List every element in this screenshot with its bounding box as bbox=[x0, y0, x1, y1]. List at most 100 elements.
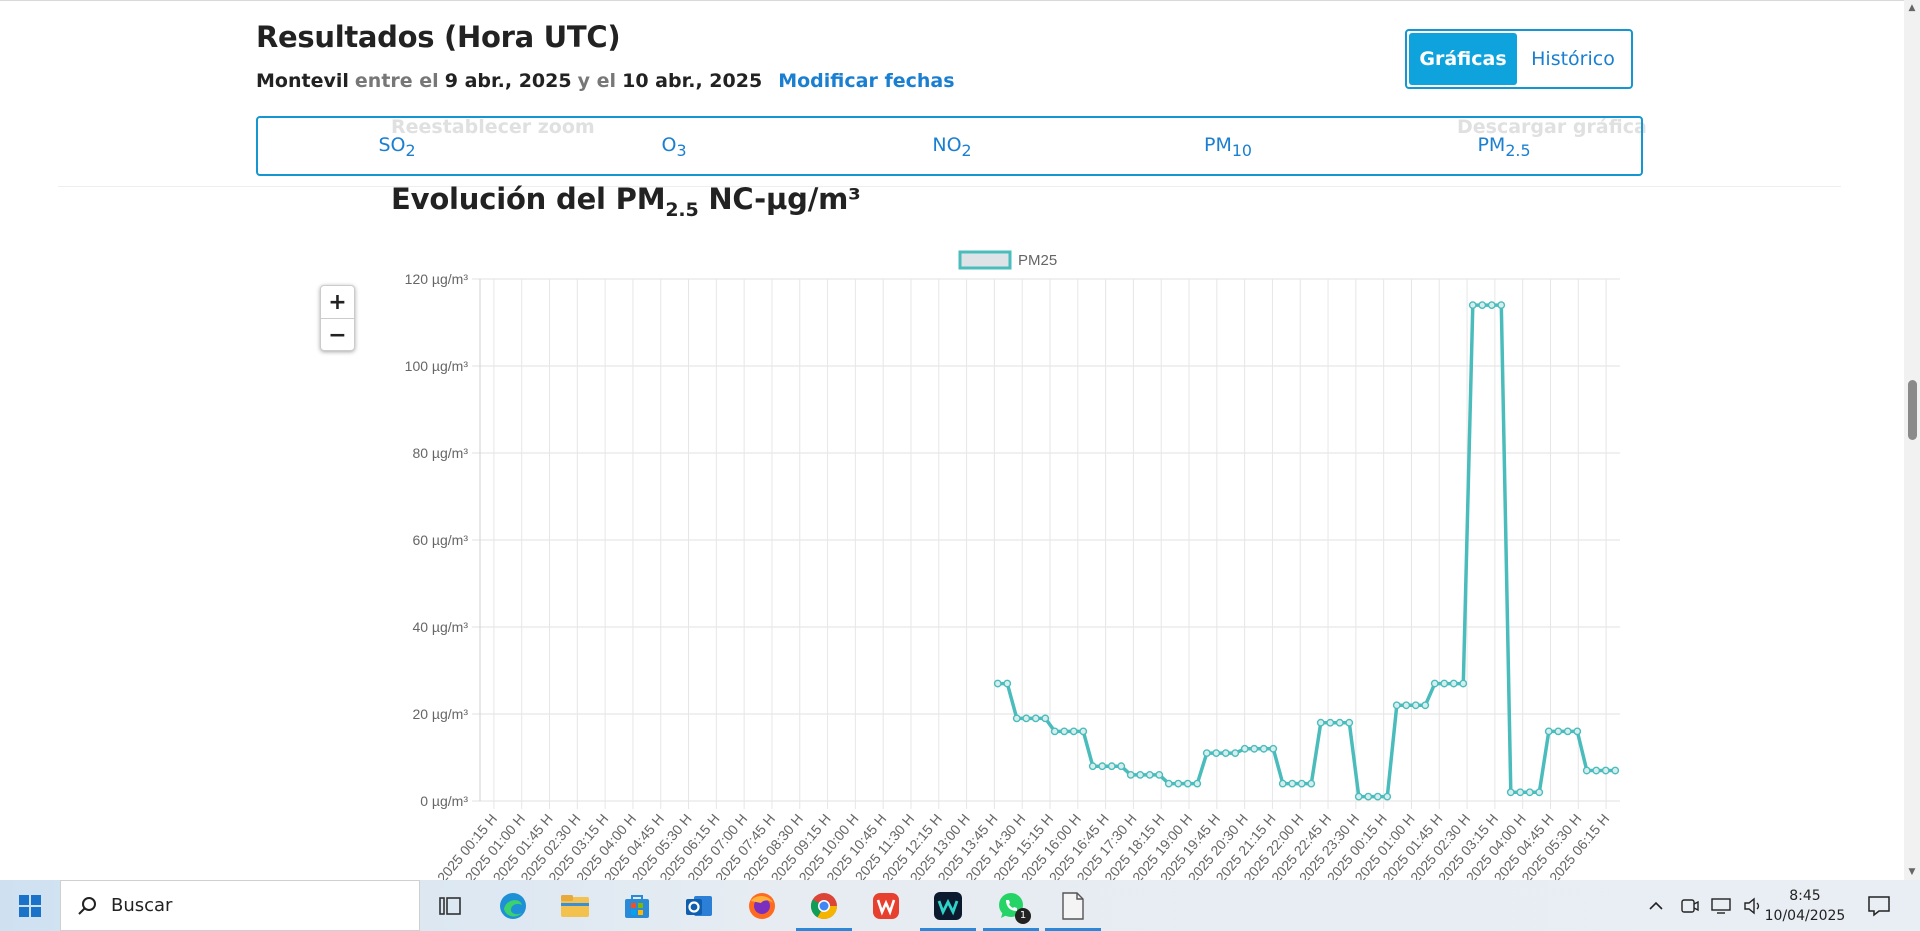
pollutant-tabs: SO2 O3 NO2 PM10 PM2.5 bbox=[256, 116, 1643, 176]
data-point-94 bbox=[1373, 792, 1382, 801]
data-point-111 bbox=[1535, 788, 1544, 797]
modify-dates-link[interactable]: Modificar fechas bbox=[778, 70, 955, 92]
data-point-108 bbox=[1506, 788, 1515, 797]
data-point-104 bbox=[1468, 301, 1477, 309]
wps-icon[interactable] bbox=[868, 888, 904, 924]
tab-so2-sub: 2 bbox=[405, 140, 416, 160]
data-point-72 bbox=[1164, 779, 1173, 788]
data-point-106 bbox=[1487, 301, 1496, 309]
data-point-88 bbox=[1316, 718, 1325, 727]
data-point-75 bbox=[1193, 779, 1202, 788]
notifications-icon[interactable] bbox=[1866, 894, 1892, 918]
data-point-100 bbox=[1430, 679, 1439, 688]
data-point-60 bbox=[1050, 727, 1059, 736]
legend-swatch bbox=[958, 250, 1012, 270]
data-point-97 bbox=[1402, 701, 1411, 710]
data-point-117 bbox=[1592, 766, 1601, 775]
data-point-66 bbox=[1107, 762, 1116, 771]
tab-pm25-sub: 2.5 bbox=[1505, 140, 1531, 160]
history-tab[interactable]: Histórico bbox=[1531, 48, 1615, 70]
y-tick-label-6: 120 µg/m³ bbox=[405, 271, 469, 287]
data-point-92 bbox=[1354, 792, 1363, 801]
meet-now-icon[interactable] bbox=[1680, 896, 1700, 916]
chrome-icon[interactable] bbox=[806, 888, 842, 924]
tab-pm25[interactable]: PM2.5 bbox=[1477, 134, 1530, 160]
data-point-93 bbox=[1364, 792, 1373, 801]
file-icon[interactable] bbox=[1055, 888, 1091, 924]
tab-so2[interactable]: SO2 bbox=[378, 134, 415, 160]
data-point-87 bbox=[1307, 779, 1316, 788]
data-point-83 bbox=[1269, 744, 1278, 753]
notifications-area bbox=[1866, 880, 1892, 931]
task-view-icon[interactable] bbox=[432, 888, 468, 924]
y-tick-label-4: 80 µg/m³ bbox=[412, 445, 468, 461]
tab-pm25-label: PM bbox=[1477, 134, 1506, 156]
data-point-90 bbox=[1335, 718, 1344, 727]
taskbar-search[interactable]: Buscar bbox=[60, 880, 420, 931]
whatsapp-active-indicator bbox=[983, 928, 1039, 931]
search-icon bbox=[78, 896, 96, 915]
whatsapp-icon[interactable]: 1 bbox=[993, 888, 1031, 924]
volume-icon[interactable] bbox=[1742, 896, 1764, 916]
scrollbar-thumb[interactable] bbox=[1908, 380, 1917, 440]
data-point-59 bbox=[1041, 714, 1050, 723]
legend-label: PM25 bbox=[1018, 252, 1057, 269]
whatsapp-badge: 1 bbox=[1015, 908, 1031, 924]
chrome-active-indicator bbox=[796, 928, 852, 931]
scroll-up-icon[interactable]: ▲ bbox=[1908, 3, 1916, 13]
data-point-65 bbox=[1098, 762, 1107, 771]
outlook-icon[interactable] bbox=[681, 888, 717, 924]
data-point-77 bbox=[1212, 749, 1221, 758]
tab-no2-sub: 2 bbox=[961, 140, 972, 160]
data-point-107 bbox=[1497, 301, 1506, 309]
section-divider bbox=[58, 186, 1841, 187]
y-tick-label-1: 20 µg/m³ bbox=[412, 706, 468, 722]
top-border bbox=[0, 0, 1904, 3]
data-point-56 bbox=[1012, 714, 1021, 723]
data-point-57 bbox=[1022, 714, 1031, 723]
webex-active-indicator bbox=[920, 928, 976, 931]
zoom-out-button[interactable]: − bbox=[328, 322, 347, 348]
store-icon[interactable] bbox=[619, 888, 655, 924]
edge-icon[interactable] bbox=[495, 888, 531, 924]
file-explorer-icon[interactable] bbox=[557, 888, 593, 924]
tab-no2[interactable]: NO2 bbox=[932, 134, 971, 160]
date-range-summary: Montevil entre el 9 abr., 2025 y el 10 a… bbox=[256, 70, 955, 92]
clock-date: 10/04/2025 bbox=[1764, 908, 1846, 924]
start-button[interactable] bbox=[0, 880, 60, 931]
tab-o3[interactable]: O3 bbox=[661, 134, 686, 160]
graphs-tab[interactable]: Gráficas bbox=[1409, 33, 1517, 85]
data-point-114 bbox=[1563, 727, 1572, 736]
data-point-96 bbox=[1392, 701, 1401, 710]
data-point-103 bbox=[1459, 679, 1468, 688]
data-point-68 bbox=[1126, 771, 1135, 779]
network-icon[interactable] bbox=[1710, 896, 1732, 916]
data-point-74 bbox=[1183, 779, 1192, 788]
page-scrollbar[interactable]: ▲ ▼ bbox=[1904, 0, 1920, 880]
data-point-63 bbox=[1079, 727, 1088, 736]
tab-pm10[interactable]: PM10 bbox=[1204, 134, 1252, 160]
chevron-up-icon[interactable] bbox=[1646, 896, 1666, 916]
data-point-118 bbox=[1601, 766, 1610, 775]
y-tick-label-0: 0 µg/m³ bbox=[420, 793, 468, 809]
data-point-76 bbox=[1202, 749, 1211, 758]
download-chart-button[interactable]: Descargar gráfica bbox=[1457, 116, 1647, 138]
file-active-indicator bbox=[1045, 928, 1101, 931]
y-tick-label-3: 60 µg/m³ bbox=[412, 532, 468, 548]
chart-heading-sub: 2.5 bbox=[665, 198, 699, 221]
tab-pm10-label: PM bbox=[1203, 134, 1232, 156]
browser-page: Resultados (Hora UTC) Montevil entre el … bbox=[0, 0, 1904, 880]
y-tick-label-2: 40 µg/m³ bbox=[412, 619, 468, 635]
date-from: 9 abr., 2025 bbox=[444, 70, 572, 92]
windows-logo-icon bbox=[19, 894, 41, 917]
taskbar-clock[interactable]: 8:45 10/04/2025 bbox=[1760, 886, 1850, 926]
webex-icon[interactable] bbox=[930, 888, 966, 924]
data-point-102 bbox=[1449, 679, 1458, 688]
scroll-down-icon[interactable]: ▼ bbox=[1908, 867, 1916, 877]
data-point-116 bbox=[1582, 766, 1591, 775]
zoom-in-button[interactable]: + bbox=[328, 289, 347, 315]
data-point-101 bbox=[1440, 679, 1449, 688]
reset-zoom-button[interactable]: Reestablecer zoom bbox=[391, 116, 595, 138]
chart-heading-suffix: NC-µg/m³ bbox=[698, 182, 861, 216]
firefox-icon[interactable] bbox=[744, 888, 780, 924]
